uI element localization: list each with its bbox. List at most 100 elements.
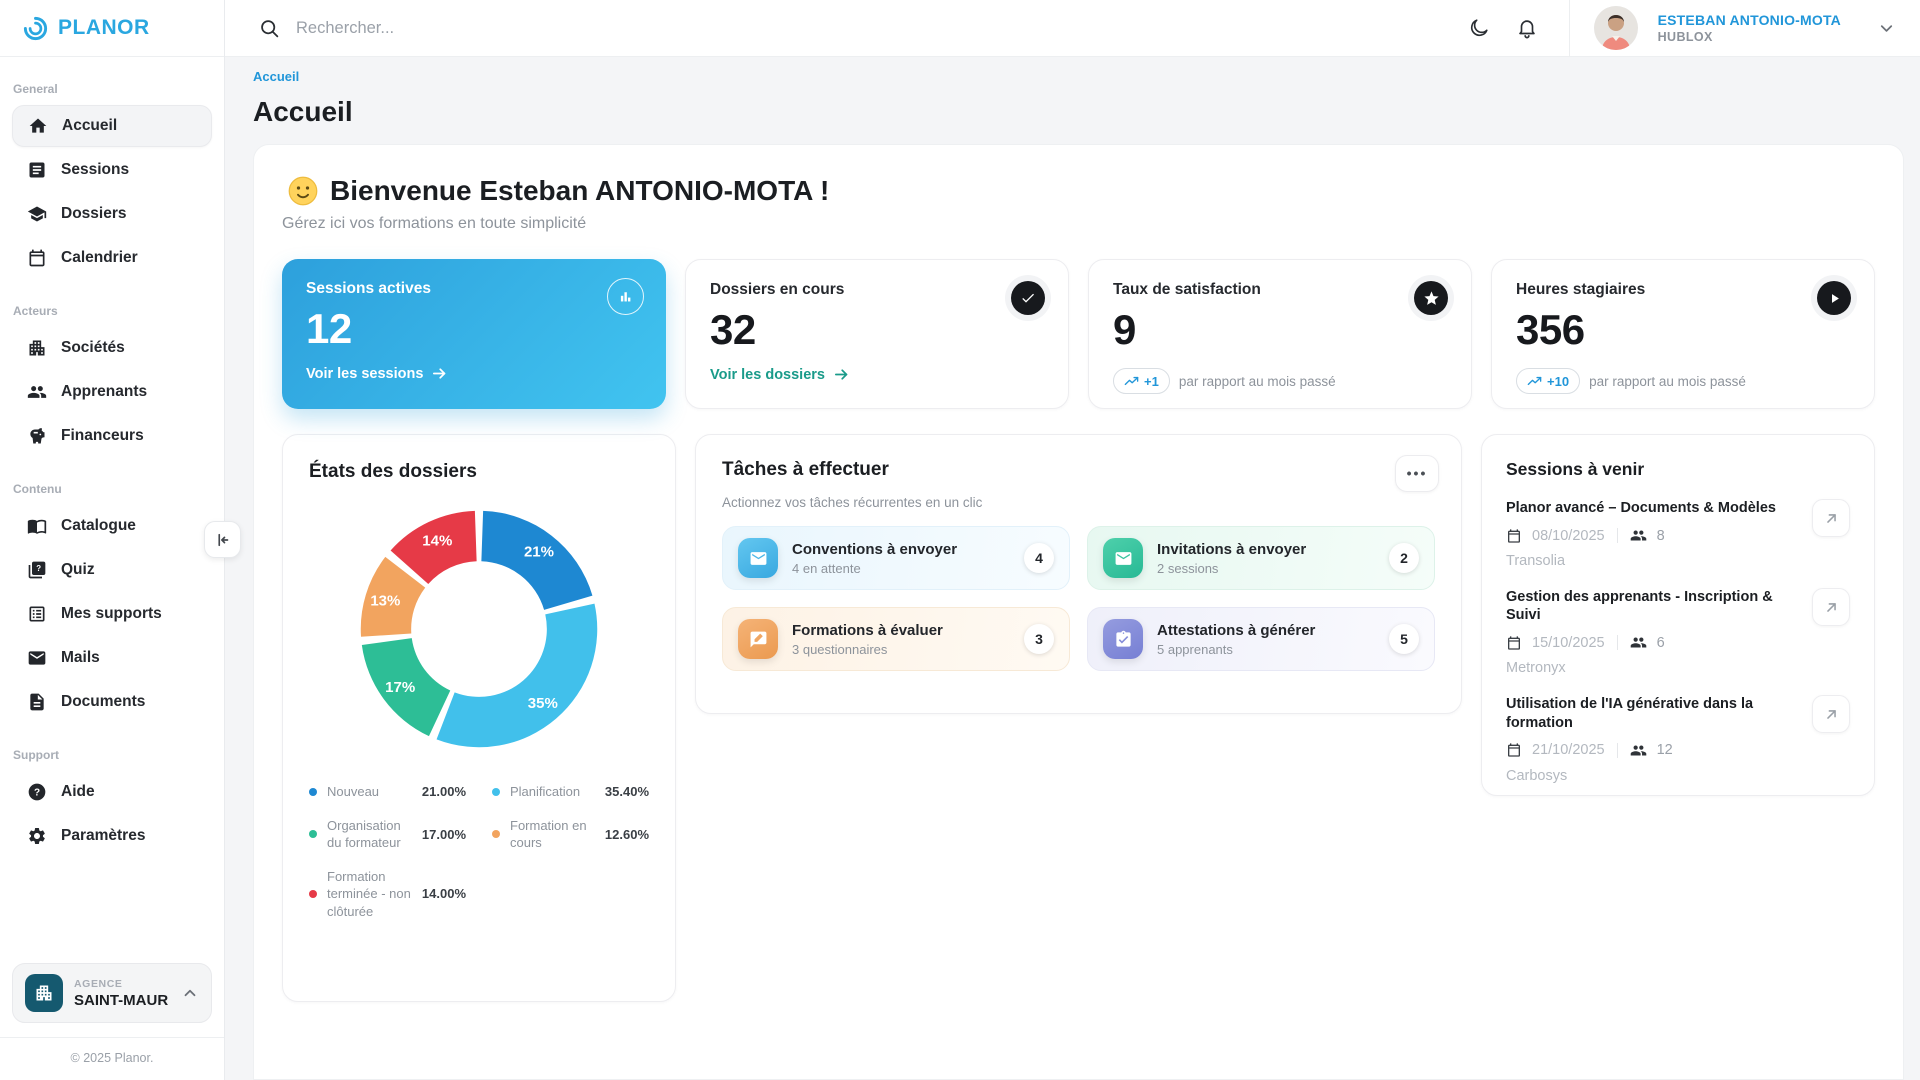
- legend-label: Organisation du formateur: [327, 817, 401, 851]
- sidebar-item-parametres[interactable]: Paramètres: [12, 815, 212, 857]
- stat-title: Heures stagiaires: [1516, 281, 1646, 298]
- sidebar-item-label: Quiz: [61, 561, 95, 578]
- session-attendees: 8: [1656, 527, 1665, 544]
- open-session-button[interactable]: [1812, 588, 1850, 627]
- sidebar-item-dossiers[interactable]: Dossiers: [12, 193, 212, 235]
- sidebar-item-mails[interactable]: Mails: [12, 637, 212, 679]
- welcome-title: Bienvenue Esteban ANTONIO-MOTA !: [330, 175, 830, 206]
- task-invitations-a-envoyer[interactable]: Invitations à envoyer 2 sessions 2: [1087, 526, 1435, 590]
- user-organization: HUBLOX: [1657, 30, 1713, 44]
- sidebar-item-label: Documents: [61, 693, 146, 710]
- book-icon: [27, 516, 47, 536]
- session-company: Carbosys: [1506, 767, 1568, 784]
- calendar-icon: [1506, 528, 1522, 544]
- sidebar-item-label: Sociétés: [61, 339, 125, 356]
- sidebar-item-label: Catalogue: [61, 517, 136, 534]
- donut-chart: 21% 35% 17% 13% 14%: [309, 503, 649, 755]
- legend-value: 14.00%: [421, 886, 466, 902]
- stat-link-label: Voir les sessions: [306, 365, 424, 382]
- arrow-up-right-icon: [1823, 599, 1840, 616]
- task-attestations-a-generer[interactable]: Attestations à générer 5 apprenants 5: [1087, 607, 1435, 671]
- legend-value: 21.00%: [421, 784, 466, 800]
- calendar-icon: [1506, 742, 1522, 758]
- sidebar-item-mes-supports[interactable]: Mes supports: [12, 593, 212, 635]
- agency-selector[interactable]: AGENCE SAINT-MAUR: [12, 963, 212, 1023]
- chevron-up-icon: [181, 984, 199, 1002]
- planor-spiral-icon: [22, 15, 49, 42]
- clipboard-check-icon: [1103, 619, 1143, 659]
- session-date: 08/10/2025: [1532, 527, 1605, 544]
- trending-up-icon: [1124, 375, 1139, 387]
- topbar-divider: [1568, 0, 1570, 57]
- sidebar-item-apprenants[interactable]: Apprenants: [12, 371, 212, 413]
- sidebar-item-aide[interactable]: ? Aide: [12, 771, 212, 813]
- legend-label: Formation en cours: [510, 817, 587, 851]
- trend-pill: +10: [1516, 368, 1581, 394]
- sidebar-item-quiz[interactable]: ? Quiz: [12, 549, 212, 591]
- avatar[interactable]: [1593, 6, 1638, 50]
- donut-slice: [361, 638, 451, 737]
- dashboard-panel: Bienvenue Esteban ANTONIO-MOTA ! Gérez i…: [253, 144, 1904, 1080]
- arrow-right-icon: [833, 366, 850, 383]
- stat-cards: Sessions actives 12 Voir les sessions Do…: [282, 259, 1875, 409]
- tasks-title: Tâches à effectuer: [722, 459, 889, 480]
- trend-value: +10: [1547, 373, 1570, 389]
- meta-divider: [1616, 528, 1618, 544]
- sidebar-item-societes[interactable]: Sociétés: [12, 327, 212, 369]
- task-count-badge: 2: [1389, 543, 1419, 573]
- legend-item: Nouveau 21.00%: [309, 783, 466, 801]
- sidebar-item-financeurs[interactable]: Financeurs: [12, 415, 212, 457]
- people-icon: [1630, 742, 1647, 759]
- donut-slice: [436, 603, 598, 748]
- open-session-button[interactable]: [1812, 499, 1850, 537]
- bottom-grid: États des dossiers 21% 35% 17% 13% 14% Nouve…: [282, 434, 1875, 1002]
- people-icon: [27, 382, 47, 402]
- task-conventions-a-envoyer[interactable]: Conventions à envoyer 4 en attente 4: [722, 526, 1070, 590]
- dark-mode-toggle[interactable]: [1459, 8, 1499, 48]
- legend-value: 17.00%: [421, 826, 466, 842]
- taches-a-effectuer-card: Tâches à effectuer ••• Actionnez vos tâc…: [695, 434, 1462, 714]
- breadcrumb[interactable]: Accueil: [253, 69, 300, 84]
- sidebar-item-label: Dossiers: [61, 205, 127, 222]
- legend-value: 35.40%: [604, 784, 649, 800]
- review-icon: [738, 619, 778, 659]
- session-company: Transolia: [1506, 553, 1566, 570]
- stat-card-taux-satisfaction: Taux de satisfaction 9 +1 par rapport au…: [1088, 259, 1472, 409]
- session-meta: 21/10/2025 12: [1506, 742, 1800, 759]
- voir-les-dossiers-link[interactable]: Voir les dossiers: [710, 366, 850, 383]
- search-icon: [259, 18, 280, 39]
- play-circle-icon: [1817, 281, 1851, 315]
- user-name: ESTEBAN ANTONIO-MOTA: [1657, 12, 1841, 28]
- sidebar-collapse-button[interactable]: [204, 521, 241, 558]
- voir-les-sessions-link[interactable]: Voir les sessions: [306, 365, 448, 382]
- search-input[interactable]: [296, 18, 716, 38]
- sidebar-item-documents[interactable]: Documents: [12, 681, 212, 723]
- sidebar-item-calendrier[interactable]: Calendrier: [12, 237, 212, 279]
- sidebar-item-sessions[interactable]: Sessions: [12, 149, 212, 191]
- notifications-button[interactable]: [1507, 8, 1547, 48]
- global-search: [259, 18, 1459, 39]
- task-formations-a-evaluer[interactable]: Formations à évaluer 3 questionnaires 3: [722, 607, 1070, 671]
- list-card-icon: [27, 604, 47, 624]
- legend-item: Formation terminée - non clôturée 14.00%: [309, 868, 466, 921]
- calendar-icon: [27, 248, 47, 268]
- brand-logo[interactable]: PLANOR: [0, 0, 224, 57]
- legend-label: Planification: [510, 784, 581, 799]
- chevron-down-icon[interactable]: [1877, 19, 1896, 38]
- trend-value: +1: [1144, 373, 1159, 389]
- task-subtitle: 2 sessions: [1157, 560, 1219, 576]
- topbar-actions: ESTEBAN ANTONIO-MOTA HUBLOX: [1459, 0, 1896, 57]
- tasks-more-button[interactable]: •••: [1395, 455, 1439, 492]
- open-session-button[interactable]: [1812, 695, 1850, 734]
- sidebar: PLANOR General Accueil Sessions Dossiers…: [0, 0, 225, 1080]
- sidebar-item-accueil[interactable]: Accueil: [12, 105, 212, 147]
- stat-card-heures-stagiaires: Heures stagiaires 356 +10 par rapport au…: [1491, 259, 1875, 409]
- legend-dot: [309, 889, 317, 898]
- building-icon: [27, 338, 47, 358]
- stat-value: 12: [306, 305, 352, 352]
- user-menu[interactable]: ESTEBAN ANTONIO-MOTA HUBLOX: [1658, 12, 1841, 44]
- mail-icon: [1103, 538, 1143, 578]
- quiz-icon: ?: [27, 560, 47, 580]
- sidebar-item-catalogue[interactable]: Catalogue: [12, 505, 212, 547]
- session-item: Planor avancé – Documents & Modèles 08/1…: [1506, 499, 1850, 569]
